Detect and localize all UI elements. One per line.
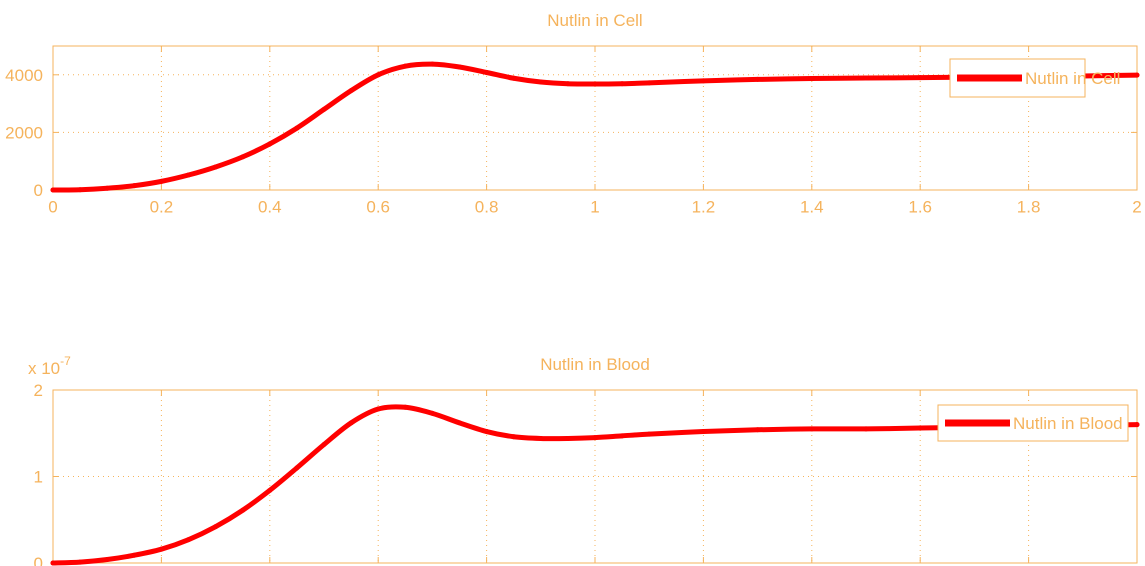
data-point xyxy=(77,559,83,565)
data-point xyxy=(511,434,517,440)
x-tick-label: 1.6 xyxy=(908,198,932,217)
data-point xyxy=(755,427,761,433)
y-tick-label: 0 xyxy=(34,554,43,566)
data-point xyxy=(646,80,652,86)
data-point xyxy=(267,141,273,147)
data-point xyxy=(538,79,544,85)
x-tick-label: 2 xyxy=(1132,198,1141,217)
x-tick-label: 0 xyxy=(48,198,57,217)
y-tick-label: 1 xyxy=(34,468,43,487)
data-point xyxy=(131,552,137,558)
data-point xyxy=(592,435,598,441)
legend: Nutlin in Cell xyxy=(949,58,1120,98)
data-point xyxy=(1134,72,1140,78)
data-point xyxy=(917,75,923,81)
data-point xyxy=(863,75,869,81)
data-point xyxy=(1134,422,1140,428)
x-tick-label: 1.4 xyxy=(800,198,824,217)
data-point xyxy=(267,487,273,493)
data-point xyxy=(402,63,408,69)
data-point xyxy=(375,72,381,78)
data-point xyxy=(321,106,327,112)
x-tick-label: 0.2 xyxy=(150,198,174,217)
data-point xyxy=(104,185,110,191)
legend-label: Nutlin in Blood xyxy=(1013,414,1123,433)
data-point xyxy=(213,164,219,170)
y-tick-label: 0 xyxy=(34,181,43,200)
data-point xyxy=(484,69,490,75)
data-point xyxy=(538,435,544,441)
y-multiplier: x 10-7 xyxy=(28,354,71,378)
y-tick-label: 2 xyxy=(34,381,43,400)
chart-title: Nutlin in Cell xyxy=(547,11,642,30)
data-point xyxy=(809,426,815,432)
x-tick-label: 0.6 xyxy=(366,198,390,217)
data-point xyxy=(131,183,137,189)
data-point xyxy=(240,154,246,160)
x-tick-label: 1 xyxy=(590,198,599,217)
data-point xyxy=(321,441,327,447)
chart-1: 0 0.2 0.4 0.6 0.8 1 1.2 1.4 1.6 1.8 2 0 2000 4000 Nutl… xyxy=(5,11,1142,217)
data-point xyxy=(158,178,164,184)
legend: Nutlin in Blood xyxy=(937,404,1129,442)
y-tick-label: 2000 xyxy=(5,123,43,142)
data-point xyxy=(294,125,300,131)
chart-title: Nutlin in Blood xyxy=(540,355,650,374)
data-point xyxy=(186,537,191,543)
data-point xyxy=(213,524,219,530)
data-point xyxy=(700,429,706,435)
data-point xyxy=(402,404,408,410)
y-multiplier-exponent: -7 xyxy=(60,354,71,368)
data-point xyxy=(429,61,435,67)
data-point xyxy=(294,465,300,471)
data-point xyxy=(755,76,761,82)
x-tick-label: 0.4 xyxy=(258,198,282,217)
data-point xyxy=(429,410,435,416)
data-point xyxy=(511,75,517,81)
chart-2: 00.20.40.60.811.21.41.61.82012Nutlin in … xyxy=(28,354,1140,566)
data-point xyxy=(77,187,83,193)
x-tick-label: 0.8 xyxy=(475,198,499,217)
data-point xyxy=(592,81,598,87)
data-point xyxy=(565,81,571,87)
data-point xyxy=(917,425,923,431)
x-tick-label: 1.8 xyxy=(1017,198,1041,217)
data-point xyxy=(50,187,56,193)
data-point xyxy=(565,435,571,441)
legend-label: Nutlin in Cell xyxy=(1025,69,1120,88)
data-point xyxy=(348,88,354,94)
data-point xyxy=(457,420,462,426)
x-tick-label: 1.2 xyxy=(692,198,716,217)
data-point xyxy=(457,64,462,70)
data-point xyxy=(863,426,869,432)
data-point xyxy=(348,420,354,426)
data-point xyxy=(240,507,246,513)
y-multiplier-base: x 10 xyxy=(28,359,60,378)
y-tick-label: 4000 xyxy=(5,66,43,85)
data-point xyxy=(619,81,625,87)
data-point xyxy=(619,433,625,439)
data-point xyxy=(158,546,164,552)
data-point xyxy=(484,429,490,435)
data-point xyxy=(646,431,652,437)
data-point xyxy=(50,560,56,566)
data-point xyxy=(375,406,381,412)
data-point xyxy=(186,172,191,178)
data-point xyxy=(809,76,815,82)
data-point xyxy=(700,78,706,84)
data-point xyxy=(104,557,110,563)
